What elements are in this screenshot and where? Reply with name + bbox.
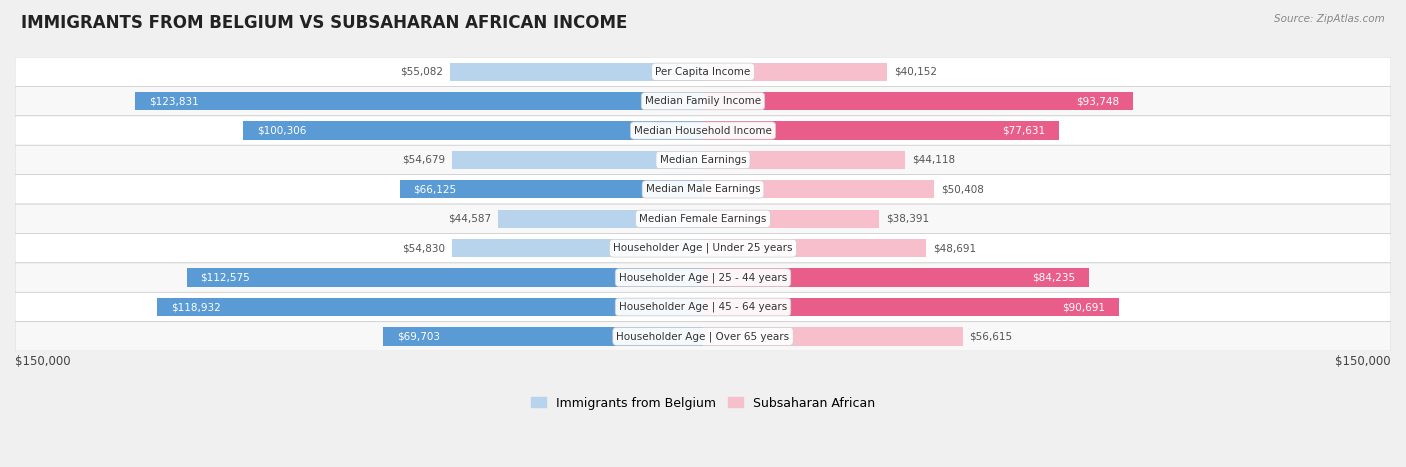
Text: Householder Age | Under 25 years: Householder Age | Under 25 years xyxy=(613,243,793,254)
Bar xyxy=(703,269,1090,287)
FancyBboxPatch shape xyxy=(15,204,1391,234)
Text: $44,587: $44,587 xyxy=(449,214,492,224)
Bar xyxy=(703,121,1059,140)
Bar xyxy=(135,92,703,110)
FancyBboxPatch shape xyxy=(15,322,1391,351)
Text: $44,118: $44,118 xyxy=(912,155,955,165)
Bar xyxy=(243,121,703,140)
Text: Median Female Earnings: Median Female Earnings xyxy=(640,214,766,224)
Bar xyxy=(499,210,703,228)
FancyBboxPatch shape xyxy=(15,57,1391,86)
FancyBboxPatch shape xyxy=(15,86,1391,116)
Bar xyxy=(703,63,887,81)
Text: Median Earnings: Median Earnings xyxy=(659,155,747,165)
Text: $54,679: $54,679 xyxy=(402,155,446,165)
Bar xyxy=(157,298,703,316)
Text: Median Household Income: Median Household Income xyxy=(634,126,772,135)
Text: $56,615: $56,615 xyxy=(970,332,1012,341)
Text: $100,306: $100,306 xyxy=(257,126,307,135)
Bar xyxy=(399,180,703,198)
Bar xyxy=(703,151,905,169)
Text: $48,691: $48,691 xyxy=(934,243,976,253)
Text: $66,125: $66,125 xyxy=(413,184,457,194)
Bar xyxy=(703,298,1119,316)
Text: $69,703: $69,703 xyxy=(396,332,440,341)
FancyBboxPatch shape xyxy=(15,263,1391,292)
Text: $150,000: $150,000 xyxy=(1336,354,1391,368)
Legend: Immigrants from Belgium, Subsaharan African: Immigrants from Belgium, Subsaharan Afri… xyxy=(530,396,876,410)
Text: Source: ZipAtlas.com: Source: ZipAtlas.com xyxy=(1274,14,1385,24)
Bar xyxy=(187,269,703,287)
Text: $77,631: $77,631 xyxy=(1002,126,1045,135)
Bar xyxy=(703,180,934,198)
Bar xyxy=(703,92,1133,110)
Text: Householder Age | Over 65 years: Householder Age | Over 65 years xyxy=(616,331,790,342)
Bar xyxy=(384,327,703,346)
Text: $38,391: $38,391 xyxy=(886,214,929,224)
Bar xyxy=(703,210,879,228)
Text: Median Male Earnings: Median Male Earnings xyxy=(645,184,761,194)
Text: $55,082: $55,082 xyxy=(401,67,443,77)
Text: $150,000: $150,000 xyxy=(15,354,70,368)
FancyBboxPatch shape xyxy=(15,116,1391,145)
Bar xyxy=(451,239,703,257)
Text: $40,152: $40,152 xyxy=(894,67,936,77)
Text: $112,575: $112,575 xyxy=(201,273,250,283)
Bar xyxy=(453,151,703,169)
FancyBboxPatch shape xyxy=(15,175,1391,204)
Bar xyxy=(450,63,703,81)
Text: $54,830: $54,830 xyxy=(402,243,444,253)
Text: $123,831: $123,831 xyxy=(149,96,198,106)
Text: Per Capita Income: Per Capita Income xyxy=(655,67,751,77)
Text: $93,748: $93,748 xyxy=(1076,96,1119,106)
Bar xyxy=(703,239,927,257)
Text: $84,235: $84,235 xyxy=(1032,273,1076,283)
FancyBboxPatch shape xyxy=(15,292,1391,322)
Text: Median Family Income: Median Family Income xyxy=(645,96,761,106)
Text: Householder Age | 25 - 44 years: Householder Age | 25 - 44 years xyxy=(619,272,787,283)
FancyBboxPatch shape xyxy=(15,145,1391,175)
Text: $118,932: $118,932 xyxy=(172,302,221,312)
Text: $50,408: $50,408 xyxy=(941,184,984,194)
Text: $90,691: $90,691 xyxy=(1062,302,1105,312)
Bar xyxy=(703,327,963,346)
Text: IMMIGRANTS FROM BELGIUM VS SUBSAHARAN AFRICAN INCOME: IMMIGRANTS FROM BELGIUM VS SUBSAHARAN AF… xyxy=(21,14,627,32)
FancyBboxPatch shape xyxy=(15,234,1391,263)
Text: Householder Age | 45 - 64 years: Householder Age | 45 - 64 years xyxy=(619,302,787,312)
